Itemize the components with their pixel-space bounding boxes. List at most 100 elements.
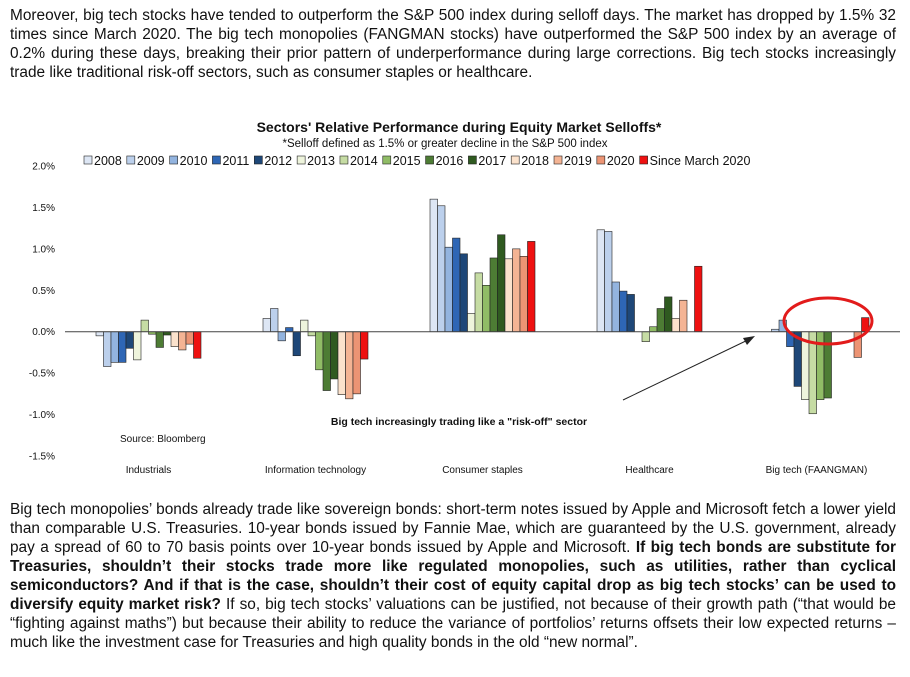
bar-2012 (125, 331, 134, 349)
legend-label: Since March 2020 (650, 154, 751, 168)
legend-swatch (639, 155, 648, 165)
x-category-label: Consumer staples (442, 465, 523, 476)
x-category-label: Industrials (126, 465, 172, 476)
legend-label: 2013 (307, 154, 335, 168)
bars-group (95, 198, 870, 415)
annotation-arrow (622, 337, 753, 401)
closing-paragraph: Big tech monopolies’ bonds already trade… (10, 500, 896, 652)
bar-2015 (315, 331, 324, 371)
bar-2020 (352, 331, 361, 395)
bar-2015 (649, 326, 658, 333)
bar-2008 (262, 318, 271, 333)
legend-label: 2019 (564, 154, 592, 168)
x-axis-labels: Industrials Information technology Consume… (126, 465, 868, 476)
bar-2016 (489, 257, 498, 333)
annotation-label: Big tech increasingly trading like a "ri… (331, 416, 587, 428)
bar-2012 (459, 253, 468, 333)
bar-2016 (322, 331, 331, 391)
legend-label: 2017 (478, 154, 506, 168)
x-category-label: Big tech (FAANGMAN) (766, 465, 868, 476)
bar-2016 (823, 331, 832, 399)
highlight-circle (782, 296, 874, 346)
legend-swatch (425, 155, 434, 165)
bar-2014 (307, 331, 316, 337)
bar-2013 (467, 313, 476, 333)
bar-since-march-2020 (193, 331, 202, 359)
bar-2017 (664, 296, 673, 333)
chart-source: Source: Bloomberg (120, 434, 206, 445)
sector-performance-chart: Sectors' Relative Performance during Equ… (29, 119, 900, 476)
bar-2009 (270, 308, 279, 333)
legend-swatch (254, 155, 263, 165)
legend-swatch (126, 155, 136, 165)
bar-2008 (429, 198, 438, 333)
bar-2010 (110, 331, 119, 363)
y-tick-label: 0.0% (32, 327, 55, 338)
bar-2015 (482, 285, 491, 333)
bar-2010 (444, 246, 453, 333)
legend-label: 2020 (607, 154, 635, 168)
bar-2012 (292, 331, 301, 357)
x-category-label: Information technology (265, 465, 366, 476)
bar-2013 (300, 319, 309, 333)
legend-swatch (83, 155, 93, 165)
bar-2010 (611, 281, 620, 333)
bar-2008 (596, 229, 605, 333)
bar-2020 (519, 256, 528, 333)
bar-since-march-2020 (360, 331, 369, 360)
bar-2009 (604, 231, 613, 333)
bar-2020 (185, 331, 194, 345)
legend-swatch (212, 155, 221, 165)
bar-2011 (118, 331, 127, 363)
legend-label: 2014 (350, 154, 378, 168)
y-tick-label: 0.5% (32, 286, 55, 297)
y-tick-label: 1.0% (32, 244, 55, 255)
legend-swatch (510, 155, 520, 165)
closing-text-bold: If big tech bonds are substitute for Tre… (10, 539, 897, 613)
bar-2011 (619, 290, 628, 333)
chart-subtitle: *Selloff defined as 1.5% or greater decl… (283, 138, 608, 150)
legend-swatch (468, 155, 477, 165)
legend-swatch (596, 155, 606, 165)
bar-2016 (155, 331, 164, 348)
bar-2019 (679, 299, 688, 333)
legend-label: 2011 (222, 154, 249, 168)
bar-2014 (641, 331, 650, 342)
legend-label: 2008 (94, 154, 122, 168)
annotation-arrow-head (743, 336, 755, 345)
legend-swatch (553, 155, 563, 165)
bar-2019 (345, 331, 354, 400)
bar-2017 (330, 331, 339, 380)
legend-label: 2009 (137, 154, 165, 168)
bar-2017 (497, 234, 506, 333)
bar-2016 (656, 308, 665, 333)
legend-swatch (382, 155, 392, 165)
y-tick-label: -1.0% (29, 410, 55, 421)
bar-2019 (178, 331, 187, 351)
legend-label: 2010 (180, 154, 208, 168)
bar-2012 (626, 294, 635, 333)
chart-legend: 2008 2009 2010 2011 2012 2013 2014 2015 2016 2017… (83, 154, 751, 168)
bar-2018 (671, 318, 680, 333)
legend-label: 2015 (393, 154, 421, 168)
bar-2010 (277, 331, 286, 342)
bar-since-march-2020 (527, 241, 536, 333)
y-axis: 2.0% 1.5% 1.0% 0.5% 0.0% -0.5% -1.0% -1.5% (29, 162, 55, 463)
bar-2011 (452, 237, 461, 333)
bar-since-march-2020 (694, 265, 703, 333)
bar-2009 (103, 331, 112, 367)
legend-label: 2018 (521, 154, 549, 168)
bar-2014 (140, 319, 149, 333)
legend-swatch (296, 155, 306, 165)
bar-2018 (170, 331, 179, 347)
bar-2009 (437, 205, 446, 333)
x-category-label: Healthcare (625, 465, 674, 476)
bar-2011 (285, 327, 294, 333)
legend-label: 2016 (436, 154, 464, 168)
legend-swatch (339, 155, 349, 165)
bar-2013 (133, 331, 142, 361)
closing-text-part1: Big tech monopolies’ bonds already trade… (10, 501, 896, 556)
y-tick-label: -1.5% (29, 452, 55, 463)
bar-2019 (512, 248, 521, 333)
legend-swatch (169, 155, 178, 165)
